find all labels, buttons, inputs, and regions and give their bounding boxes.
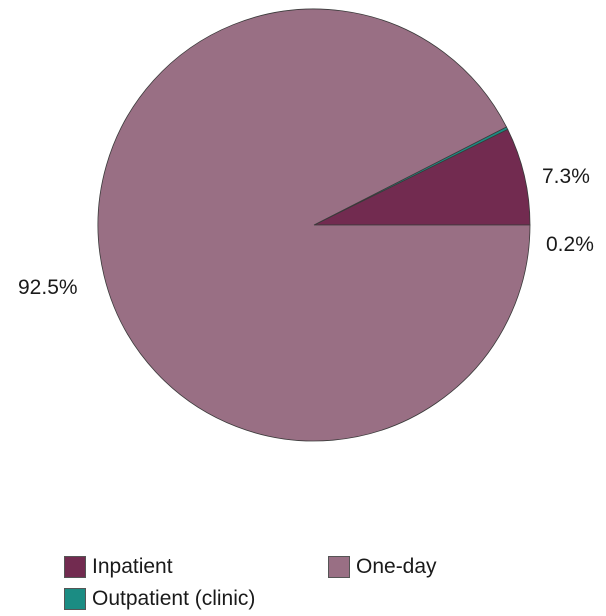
data-label-one-day: 92.5% <box>18 276 78 299</box>
pie-data-labels: 7.3% 0.2% 92.5% <box>18 165 594 299</box>
legend-label-outpatient-clinic: Outpatient (clinic) <box>92 587 256 610</box>
legend-swatch-outpatient-clinic <box>64 588 86 610</box>
legend: Inpatient One-day Outpatient (clinic) <box>64 552 544 616</box>
legend-item-outpatient-clinic[interactable]: Outpatient (clinic) <box>64 586 255 612</box>
legend-swatch-one-day <box>328 556 350 578</box>
pie-slices <box>97 8 531 442</box>
pie-slice-one-day[interactable] <box>97 8 531 442</box>
legend-label-one-day: One-day <box>356 555 437 578</box>
pie-slice-inpatient[interactable] <box>313 128 531 226</box>
legend-swatch-inpatient <box>64 556 86 578</box>
data-label-outpatient-clinic: 0.2% <box>546 233 594 256</box>
data-label-inpatient: 7.3% <box>542 165 590 188</box>
legend-item-inpatient[interactable]: Inpatient <box>64 554 173 580</box>
legend-item-one-day[interactable]: One-day <box>328 554 437 580</box>
legend-label-inpatient: Inpatient <box>92 555 173 578</box>
